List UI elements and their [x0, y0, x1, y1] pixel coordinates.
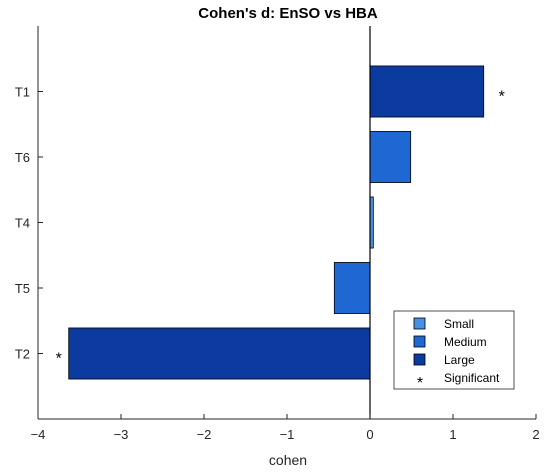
legend-swatch: [413, 353, 426, 366]
x-tick-label: −1: [280, 427, 295, 442]
significance-marker: *: [499, 89, 505, 106]
chart-title: Cohen's d: EnSO vs HBA: [198, 5, 378, 22]
x-axis-label: cohen: [269, 452, 307, 468]
axes-layer: −4 −3 −2 −1 0 1 2 T1 T6 T4 T5 T2: [15, 26, 540, 442]
legend-entry-small: Small: [444, 317, 474, 331]
x-tick-label: 2: [532, 427, 539, 442]
y-tick-label: T1: [15, 85, 30, 100]
x-tick-label: −3: [114, 427, 129, 442]
legend-swatch: [413, 335, 426, 348]
bar-t2: [68, 327, 371, 380]
bar-t5: [333, 262, 371, 314]
bar-t1: [369, 65, 485, 118]
x-tick-label: −4: [31, 427, 46, 442]
legend-entry-medium: Medium: [444, 335, 487, 349]
legend-entry-large: Large: [444, 353, 475, 367]
x-tick-label: 0: [366, 427, 373, 442]
legend-entry-significant: Significant: [444, 371, 500, 385]
x-tick-label: 1: [449, 427, 456, 442]
x-tick-label: −2: [197, 427, 212, 442]
y-tick-label: T2: [15, 347, 30, 362]
y-tick-label: T6: [15, 150, 30, 165]
significance-marker: *: [56, 351, 62, 368]
bar-t6: [369, 131, 412, 183]
legend-swatch: [413, 317, 426, 330]
legend-marker: *: [417, 375, 423, 392]
y-tick-label: T5: [15, 281, 30, 296]
chart-legend: Small Medium Large * Significant: [393, 310, 515, 392]
bars-layer: **: [56, 65, 505, 380]
y-tick-label: T4: [15, 216, 30, 231]
